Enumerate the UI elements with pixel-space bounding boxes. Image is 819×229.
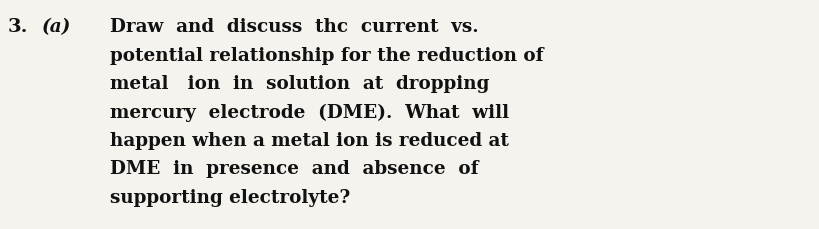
Text: Draw  and  discuss  thc  current  vs.: Draw and discuss thc current vs. [110,18,478,36]
Text: 3.: 3. [8,18,29,36]
Text: metal   ion  in  solution  at  dropping: metal ion in solution at dropping [110,75,490,93]
Text: mercury  electrode  (DME).  What  will: mercury electrode (DME). What will [110,104,509,122]
Text: DME  in  presence  and  absence  of: DME in presence and absence of [110,161,478,178]
Text: potential relationship for the reduction of: potential relationship for the reduction… [110,46,544,65]
Text: (a): (a) [42,18,71,36]
Text: happen when a metal ion is reduced at: happen when a metal ion is reduced at [110,132,509,150]
Text: supporting electrolyte?: supporting electrolyte? [110,189,351,207]
